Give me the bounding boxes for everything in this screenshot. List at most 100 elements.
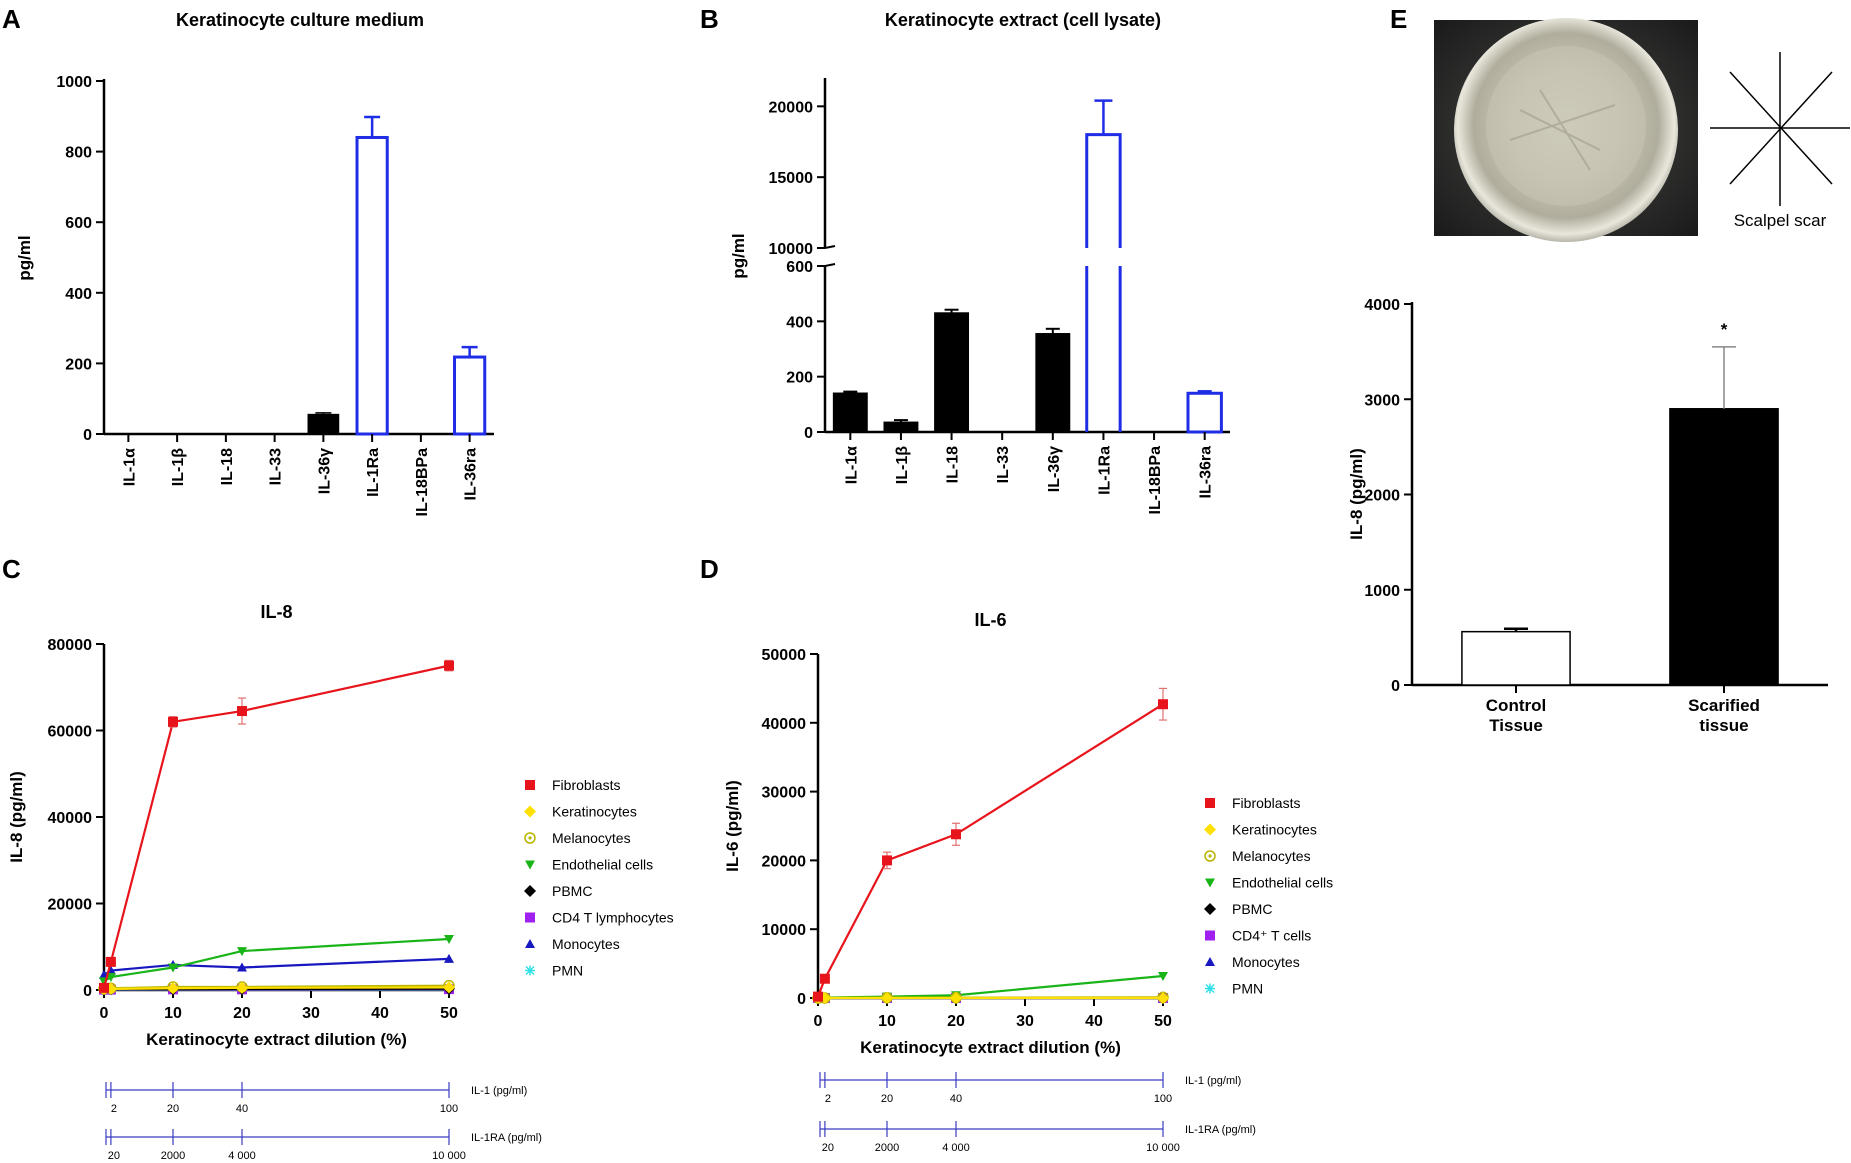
x-tick-label-il-1: IL-1β [894, 446, 911, 484]
x-tick-label: 0 [100, 1005, 109, 1022]
x-tick-label-line: Tissue [1489, 716, 1543, 735]
scale-tick-label: 40 [236, 1103, 248, 1115]
bar-il-1ra-upper [1085, 133, 1122, 248]
x-tick-label-il-18bpa: IL-18BPa [414, 448, 431, 517]
legend-marker-pmn [525, 965, 535, 976]
series-line-fibroblasts [102, 664, 450, 989]
x-tick-label-il-36: IL-36γ [316, 448, 333, 494]
legend-marker-melanocytes-dot [528, 836, 532, 840]
scale-label: IL-1RA (pg/ml) [1185, 1124, 1256, 1136]
x-tick-label: 30 [302, 1005, 320, 1022]
bar-il-1ra-lower [1085, 266, 1122, 432]
scale-tick-label: 20 [167, 1103, 179, 1115]
y-tick-label: 0 [804, 425, 813, 442]
data-point-fibroblasts [105, 956, 116, 967]
y-tick-label: 80000 [48, 637, 93, 654]
x-tick-label: 0 [814, 1013, 823, 1030]
y-axis-label: IL-6 (pg/ml) [723, 780, 742, 872]
scale-tick-label: 100 [440, 1103, 458, 1115]
x-tick-label-il-36: IL-36γ [1046, 446, 1063, 492]
x-tick-label-il-33: IL-33 [995, 446, 1012, 483]
tissue-photo [1434, 18, 1698, 242]
legend: Fibroblasts Keratinocytes Melanocytes Endot… [524, 777, 674, 979]
x-tick-label: 50 [1154, 1013, 1172, 1030]
x-tick-label-il-36ra: IL-36ra [463, 448, 480, 501]
scale-tick-label: 20 [881, 1093, 893, 1105]
data-point-fibroblasts [237, 706, 247, 717]
data-point-fibroblasts [99, 982, 109, 993]
legend-label-monocytes: Monocytes [1232, 954, 1300, 970]
y-tick-label: 40000 [48, 810, 93, 827]
legend-label-monocytes: Monocytes [552, 936, 620, 952]
y-tick-label: 3000 [1364, 392, 1400, 409]
x-tick-label-il-36ra: IL-36ra [1198, 446, 1215, 499]
legend-marker-pmn [1205, 983, 1215, 994]
panel-letter-c: C [2, 554, 21, 584]
data-point-keratinocytes [167, 982, 179, 995]
chart-title: IL-6 [974, 610, 1006, 630]
y-axis-label: IL-8 (pg/ml) [1347, 448, 1366, 540]
legend-label-melanocytes: Melanocytes [552, 830, 631, 846]
series-monocytes [99, 953, 454, 979]
panel-letter-e: E [1390, 4, 1407, 34]
y-tick-label: 20000 [769, 99, 814, 116]
y-tick-label: 600 [786, 259, 813, 276]
x-tick-label-il-18: IL-18 [219, 448, 236, 485]
series-keratinocytes [812, 992, 1169, 1004]
scale-label: IL-1RA (pg/ml) [471, 1132, 542, 1144]
legend-marker-endothelial-cells [525, 860, 535, 870]
data-point-endothelial-cells [237, 947, 247, 957]
chart-b-cell-lysate: Keratinocyte extract (cell lysate) 0 200 40… [729, 10, 1230, 514]
x-tick-label-il-1: IL-1α [843, 446, 860, 484]
scale-label: IL-1 (pg/ml) [1185, 1075, 1241, 1087]
y-tick-label: 200 [65, 356, 92, 373]
data-point-endothelial-cells [1158, 971, 1168, 981]
data-point-keratinocytes [950, 992, 962, 1004]
data-point-fibroblasts [813, 991, 823, 1002]
legend-marker-monocytes [1205, 957, 1215, 966]
scale-tick-label: 20 [822, 1142, 834, 1154]
x-tick-label: 20 [947, 1013, 965, 1030]
legend-label-endothelial-cells: Endothelial cells [1232, 875, 1333, 891]
scale-tick-label: 20 [108, 1150, 120, 1162]
chart-title: IL-8 [260, 602, 292, 622]
legend-marker-fibroblasts [525, 780, 535, 790]
scale-tick-label: 4 000 [228, 1150, 256, 1162]
legend-label-fibroblasts: Fibroblasts [552, 777, 620, 793]
y-tick-label: 400 [786, 314, 813, 331]
y-tick-label: 50000 [762, 647, 807, 664]
legend-marker-fibroblasts [1205, 798, 1215, 808]
x-tick-label-scarified-tissue: Scarified tissue [1688, 696, 1760, 735]
scale-il-1-pg-ml: 2 20 40 100 IL-1 (pg/ml) [819, 1072, 1241, 1105]
bar-il-36ra [453, 355, 487, 436]
bar-il-1ra [355, 135, 389, 436]
legend-marker-melanocytes-ring [1204, 850, 1216, 862]
y-axis-label: IL-8 (pg/ml) [7, 771, 26, 863]
x-tick-label-line: Control [1486, 696, 1546, 715]
data-point-fibroblasts [882, 855, 892, 866]
y-tick-label: 400 [65, 286, 92, 303]
data-point-fibroblasts [444, 660, 454, 671]
legend-marker-pbmc [1204, 903, 1216, 915]
series-fibroblasts [813, 687, 1168, 1002]
y-tick-label: 1000 [56, 74, 92, 91]
y-tick-label: 10000 [769, 241, 814, 258]
x-tick-label-il-18: IL-18 [945, 446, 962, 483]
legend-label-pmn: PMN [552, 963, 583, 979]
legend-label-endothelial-cells: Endothelial cells [552, 857, 653, 873]
scale-label: IL-1 (pg/ml) [471, 1085, 527, 1097]
data-point-fibroblasts [819, 973, 830, 984]
bar-il-36 [1035, 333, 1071, 433]
bar-il-36ra [1186, 391, 1223, 434]
series-line-endothelial-cells [817, 974, 1164, 1000]
y-tick-label: 0 [1391, 678, 1400, 695]
x-tick-label: 20 [233, 1005, 251, 1022]
y-axis-label: pg/ml [15, 235, 34, 280]
x-tick-label: 10 [878, 1013, 896, 1030]
legend-label-keratinocytes: Keratinocytes [552, 804, 637, 820]
legend-marker-cd4-t-lymphocytes [525, 912, 535, 923]
data-point-keratinocytes [1157, 992, 1169, 1004]
panel-letter-a: A [2, 4, 21, 34]
y-tick-label: 20000 [48, 897, 93, 914]
scale-tick-label: 2 [825, 1093, 831, 1105]
